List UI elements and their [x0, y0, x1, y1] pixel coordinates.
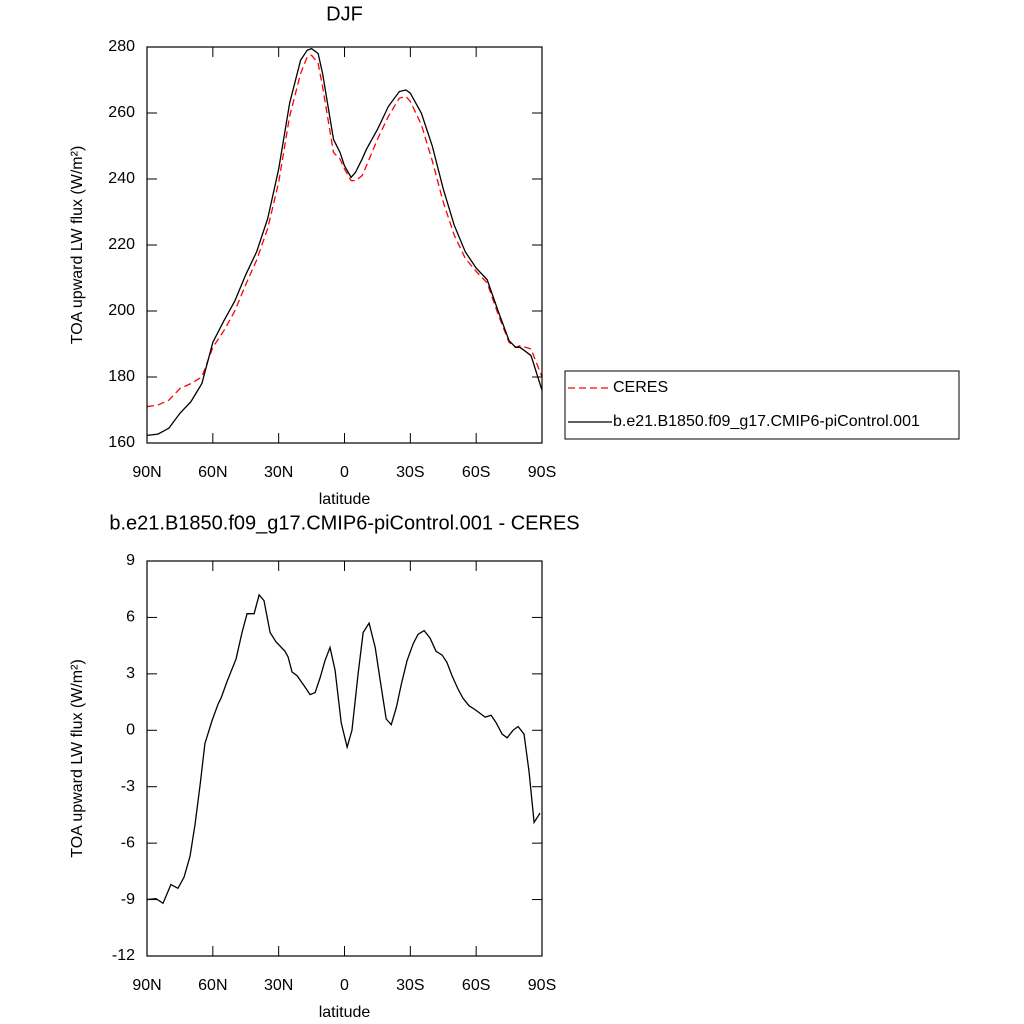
legend-label: CERES [613, 379, 668, 396]
y-tick-label: 9 [126, 552, 135, 569]
data-line [146, 47, 543, 437]
y-tick-label: 3 [126, 665, 135, 682]
x-axis-label: latitude [319, 1004, 371, 1021]
x-tick-label: 30S [396, 977, 424, 994]
y-tick-label: 6 [126, 609, 135, 626]
x-tick-label: 0 [340, 464, 349, 481]
y-tick-label: 200 [108, 302, 135, 319]
data-line [146, 54, 543, 408]
y-tick-label: 220 [108, 236, 135, 253]
x-tick-label: 90S [528, 464, 556, 481]
y-tick-label: -3 [121, 778, 135, 795]
y-tick-label: 260 [108, 104, 135, 121]
y-tick-label: 0 [126, 722, 135, 739]
x-tick-label: 30S [396, 464, 424, 481]
x-tick-label: 90N [132, 464, 161, 481]
x-tick-label: 90N [132, 977, 161, 994]
y-tick-label: 180 [108, 368, 135, 385]
plot-frame [146, 46, 543, 444]
legend-label: b.e21.B1850.f09_g17.CMIP6-piControl.001 [613, 413, 920, 430]
x-tick-label: 90S [528, 977, 556, 994]
y-tick-label: 280 [108, 38, 135, 55]
x-tick-label: 60N [198, 464, 227, 481]
x-axis-label: latitude [319, 491, 371, 508]
chart-title: DJF [326, 3, 363, 25]
data-line [146, 593, 541, 905]
y-tick-label: -12 [112, 947, 135, 964]
y-axis-label: TOA upward LW flux (W/m²) [69, 146, 86, 345]
y-tick-label: -6 [121, 834, 135, 851]
y-tick-label: 160 [108, 434, 135, 451]
x-tick-label: 30N [264, 464, 293, 481]
x-tick-label: 60N [198, 977, 227, 994]
plot-frame [146, 560, 543, 957]
legend-box [564, 370, 960, 440]
chart-title: b.e21.B1850.f09_g17.CMIP6-piControl.001 … [109, 512, 579, 534]
x-tick-label: 30N [264, 977, 293, 994]
x-tick-label: 60S [462, 464, 490, 481]
x-tick-label: 0 [340, 977, 349, 994]
y-tick-label: 240 [108, 170, 135, 187]
y-axis-label: TOA upward LW flux (W/m²) [69, 659, 86, 858]
y-tick-label: -9 [121, 891, 135, 908]
x-tick-label: 60S [462, 977, 490, 994]
